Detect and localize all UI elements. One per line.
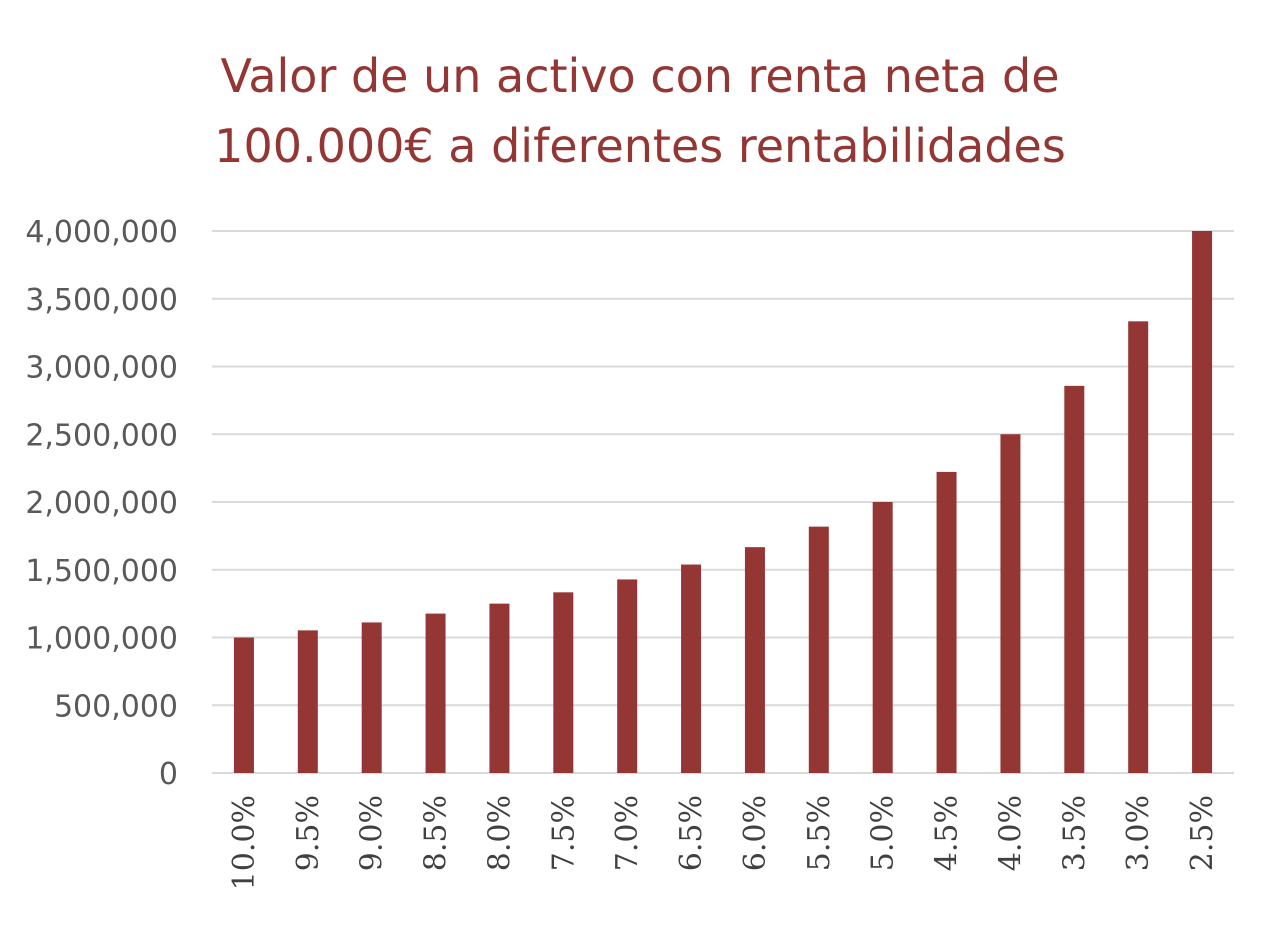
y-tick-label: 2,500,000 [25, 418, 178, 453]
y-tick-label: 0 [159, 757, 178, 792]
x-tick-label: 8.5% [419, 795, 454, 871]
bar [617, 579, 638, 773]
x-tick-label: 9.5% [291, 795, 326, 871]
bar [1064, 385, 1085, 773]
x-tick-label: 3.0% [1121, 795, 1156, 871]
bar [744, 547, 765, 773]
y-tick-label: 1,000,000 [25, 622, 178, 657]
bar [872, 502, 893, 773]
y-tick-label: 500,000 [54, 689, 178, 724]
y-axis: 0 500,000 1,000,000 1,500,000 2,000,000 2,500… [25, 215, 178, 792]
x-tick-label: 3.5% [1057, 795, 1092, 871]
bar [936, 471, 957, 773]
bar [489, 603, 510, 774]
x-tick-label: 2.5% [1185, 795, 1220, 871]
bar [553, 592, 574, 773]
x-tick-label: 7.0% [610, 795, 645, 871]
x-tick-label: 7.5% [546, 795, 581, 871]
bar [681, 564, 702, 773]
x-tick-label: 6.5% [674, 795, 709, 871]
y-tick-label: 3,000,000 [25, 351, 178, 386]
x-axis: 10.0% 9.5% 9.0% 8.5% 8.0% 7.5% 7.0% 6.5% 6.0% 5.5… [227, 795, 1220, 890]
y-tick-label: 4,000,000 [25, 215, 178, 250]
bar [1192, 231, 1213, 773]
y-tick-label: 2,000,000 [25, 486, 178, 521]
x-tick-label: 10.0% [227, 795, 262, 890]
x-tick-label: 6.0% [738, 795, 773, 871]
chart-title-line-1: Valor de un activo con renta neta de [220, 49, 1059, 103]
bar [233, 637, 254, 773]
x-tick-label: 5.5% [802, 795, 837, 871]
x-tick-label: 4.5% [930, 795, 965, 871]
bars [233, 231, 1213, 774]
x-tick-label: 8.0% [482, 795, 517, 871]
bar [425, 613, 446, 773]
bar [808, 526, 829, 773]
gridlines [212, 230, 1234, 774]
y-tick-label: 1,500,000 [25, 554, 178, 589]
bar [297, 630, 318, 773]
y-tick-label: 3,500,000 [25, 283, 178, 318]
chart-title-line-2: 100.000€ a diferentes rentabilidades [214, 119, 1066, 173]
x-tick-label: 9.0% [355, 795, 390, 871]
bar [1000, 434, 1021, 773]
bar [361, 622, 382, 773]
bar [1128, 321, 1149, 773]
x-tick-label: 4.0% [993, 795, 1028, 871]
x-tick-label: 5.0% [866, 795, 901, 871]
